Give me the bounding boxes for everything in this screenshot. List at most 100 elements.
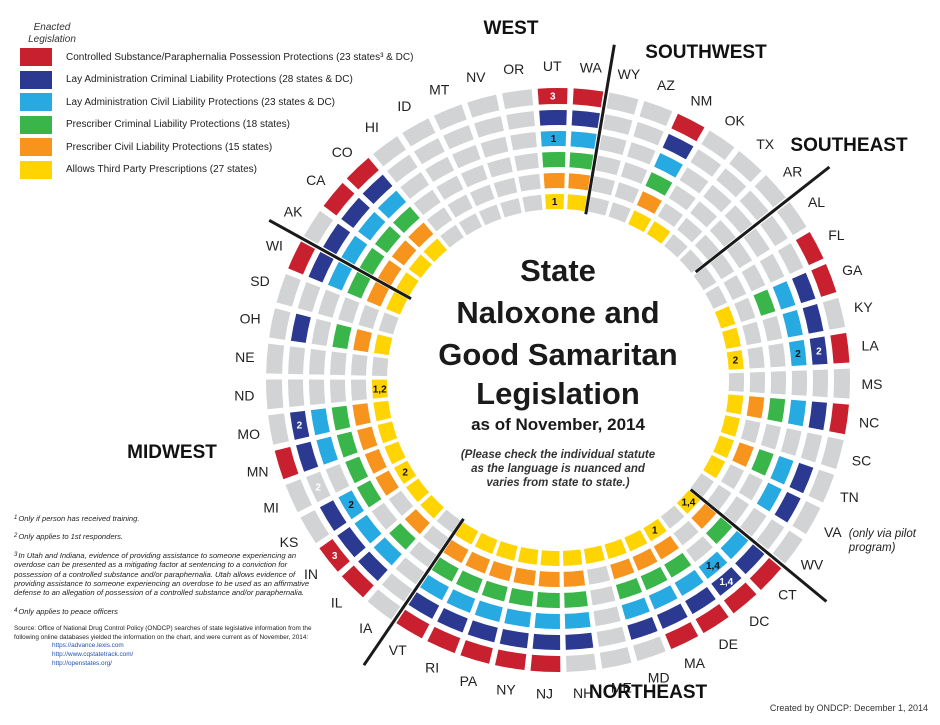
segment-nj: [538, 571, 560, 587]
segment-me: [599, 647, 632, 669]
segment-wi: [347, 271, 371, 299]
segment-ak: [323, 223, 351, 255]
legend-item: Allows Third Party Prescriptions (27 sta…: [20, 159, 440, 182]
segment-ny: [508, 587, 534, 607]
segment-ca: [341, 197, 370, 228]
state-label-ky: KY: [854, 299, 873, 315]
segment-ky: [802, 304, 824, 334]
segment-al: [776, 202, 807, 236]
segment-nh: [565, 632, 594, 650]
segment-wy: [588, 196, 610, 216]
segment-nj: [540, 550, 560, 566]
segment-tn: [713, 435, 734, 459]
segment-tx: [677, 217, 703, 243]
segment-ne: [351, 354, 368, 376]
footnote-marker: 2: [816, 347, 822, 358]
segment-id: [425, 156, 455, 183]
segment-fl: [741, 264, 766, 292]
segment-al: [710, 253, 735, 280]
segment-al: [743, 228, 770, 258]
segment-sc: [800, 432, 823, 463]
segment-nv: [487, 157, 513, 178]
footnote-marker: 2: [315, 482, 321, 493]
segment-co: [408, 222, 434, 248]
segment-nc: [829, 403, 849, 435]
segment-ky: [742, 321, 762, 346]
state-label-vt: VT: [389, 642, 407, 658]
segment-nc: [808, 401, 828, 431]
segment-ks: [300, 510, 330, 544]
legend-swatch: [20, 93, 52, 112]
segment-ne: [330, 351, 347, 376]
segment-md: [615, 577, 643, 600]
segment-hi: [373, 136, 406, 167]
state-label-id: ID: [397, 98, 411, 114]
segment-wy: [599, 134, 627, 156]
title-caption: as the language is nuanced and: [471, 463, 646, 475]
segment-wv: [772, 530, 803, 564]
segment-ct: [720, 530, 749, 560]
segment-ca: [408, 254, 432, 279]
segment-ca: [391, 240, 417, 266]
segment-hi: [387, 154, 418, 183]
segment-ri: [446, 589, 476, 613]
state-label-wy: WY: [618, 66, 641, 82]
footnote-marker: 2: [795, 349, 801, 360]
segment-ne: [309, 348, 326, 375]
segment-ms: [770, 371, 787, 395]
segment-mo: [268, 413, 289, 445]
segment-mo: [331, 405, 351, 431]
segment-nm: [628, 210, 652, 233]
segment-id: [447, 194, 473, 218]
segment-mo: [373, 400, 392, 422]
segment-nc: [726, 394, 744, 415]
state-label-dc: DC: [749, 613, 769, 629]
source-link-cqstatetrack[interactable]: http://www.cqstatetrack.com/: [52, 651, 134, 659]
region-label-northeast: NORTHEAST: [589, 682, 708, 703]
segment-ri: [474, 532, 498, 554]
state-label-oh: OH: [240, 311, 261, 327]
legend-label: Lay Administration Civil Liability Prote…: [66, 96, 335, 108]
segment-ma: [648, 585, 678, 610]
source-link-lexis[interactable]: https://advance.lexis.com: [52, 642, 124, 650]
segment-mi: [345, 456, 369, 484]
title-line: Good Samaritan: [438, 337, 677, 372]
segment-mn: [296, 441, 319, 472]
segment-mn: [316, 436, 338, 465]
region-label-west: WEST: [484, 18, 539, 39]
segment-al: [693, 266, 717, 291]
segment-co: [346, 157, 379, 190]
state-label-me: ME: [611, 680, 632, 696]
segment-ga: [811, 264, 837, 297]
legend-item: Prescriber Civil Liability Protections (…: [20, 136, 440, 159]
segment-or: [522, 194, 543, 213]
source-link-openstates[interactable]: http://openstates.org/: [52, 659, 113, 667]
region-label-midwest: MIDWEST: [127, 442, 217, 463]
segment-ok: [701, 130, 735, 161]
segment-mt: [452, 145, 481, 169]
segment-co: [423, 238, 447, 262]
segment-ky: [782, 309, 803, 338]
segment-pa: [474, 600, 503, 622]
state-label-ca: CA: [306, 172, 326, 188]
region-dividers: [268, 44, 831, 667]
segment-ny: [495, 649, 527, 671]
segment-de: [653, 535, 679, 560]
state-label-de: DE: [718, 636, 737, 652]
footnote-marker: 2: [348, 500, 354, 511]
segment-id: [414, 138, 445, 165]
segment-nd: [350, 379, 367, 401]
segment-az: [627, 142, 656, 165]
segment-hi: [426, 207, 453, 232]
state-label-ma: MA: [684, 655, 706, 671]
segment-nj: [530, 654, 561, 672]
legend-label: Prescriber Criminal Liability Protection…: [66, 119, 290, 131]
legend-label: Controlled Substance/Paraphernalia Posse…: [66, 51, 414, 63]
segment-va: [721, 464, 745, 490]
footnote-marker: 1,2: [373, 384, 387, 395]
segment-ms: [791, 370, 807, 396]
segment-ak: [341, 235, 368, 265]
segment-ms: [749, 371, 765, 394]
state-label-ga: GA: [842, 262, 863, 278]
